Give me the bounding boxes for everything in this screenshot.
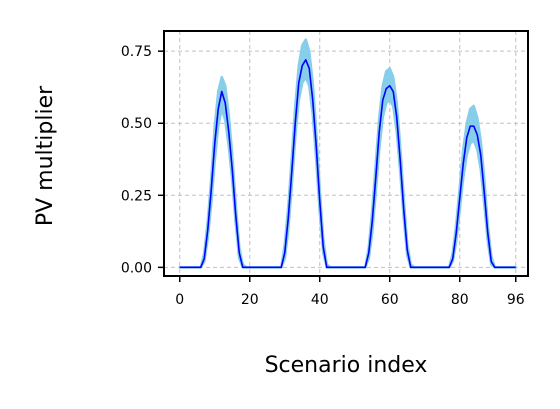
x-axis-label: Scenario index <box>265 353 428 378</box>
y-tick-label: 0.75 <box>121 44 152 60</box>
x-tick-label: 80 <box>451 292 469 308</box>
y-tick-label: 0.25 <box>121 188 152 204</box>
mean-line <box>179 59 516 269</box>
x-tick-label: 0 <box>175 292 184 308</box>
x-tick-label: 60 <box>381 292 399 308</box>
x-tick-label: 96 <box>507 292 525 308</box>
plot-frame <box>163 30 529 277</box>
x-tick-label: 40 <box>311 292 329 308</box>
x-axis-ticks: 0 20 40 60 80 96 <box>175 276 525 308</box>
y-tick-label: 0.50 <box>121 116 152 132</box>
y-axis-ticks: 0.00 0.25 0.50 0.75 <box>121 44 164 276</box>
grid <box>164 31 528 276</box>
y-tick-label: 0.00 <box>121 260 152 276</box>
y-axis-label: PV multiplier <box>33 85 58 226</box>
mean-line-layer <box>179 59 516 269</box>
x-tick-label: 20 <box>241 292 259 308</box>
